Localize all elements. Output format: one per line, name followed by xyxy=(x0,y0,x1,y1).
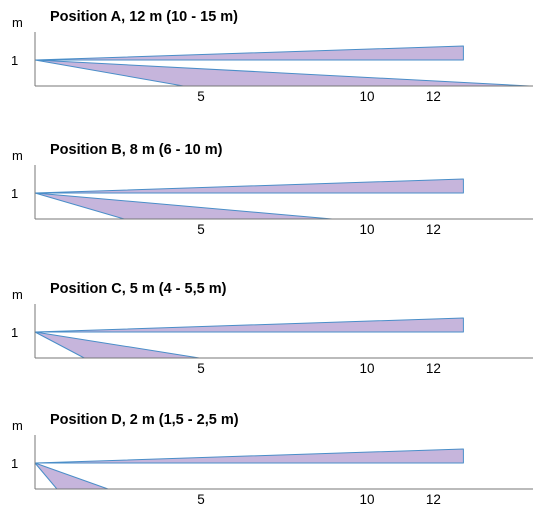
lower-detection-beam xyxy=(34,331,200,359)
lower-detection-beam xyxy=(34,462,109,490)
panel-c: m Position C, 5 m (4 - 5,5 m) 1 5 10 12 xyxy=(11,281,533,376)
x-tick-label: 10 xyxy=(359,89,374,104)
panel-title: Position B, 8 m (6 - 10 m) xyxy=(50,142,223,158)
x-tick-label: 10 xyxy=(359,361,374,376)
upper-detection-beam xyxy=(34,317,464,333)
y-axis-unit-label: m xyxy=(12,287,23,302)
x-tick-label: 12 xyxy=(426,89,441,104)
y-tick-label: 1 xyxy=(11,325,18,340)
x-tick-label: 12 xyxy=(426,492,441,507)
panel-b: m Position B, 8 m (6 - 10 m) 1 5 10 12 xyxy=(11,142,533,237)
y-axis-unit-label: m xyxy=(12,148,23,163)
upper-detection-beam xyxy=(34,178,464,194)
x-tick-label: 10 xyxy=(359,222,374,237)
y-tick-label: 1 xyxy=(11,186,18,201)
x-tick-label: 10 xyxy=(359,492,374,507)
panel-d: m Position D, 2 m (1,5 - 2,5 m) 1 5 10 12 xyxy=(11,412,533,507)
x-tick-label: 12 xyxy=(426,222,441,237)
upper-detection-beam xyxy=(34,448,464,464)
panel-title: Position D, 2 m (1,5 - 2,5 m) xyxy=(50,412,239,428)
x-tick-label: 12 xyxy=(426,361,441,376)
y-tick-label: 1 xyxy=(11,53,18,68)
y-axis-unit-label: m xyxy=(12,15,23,30)
panel-a: m Position A, 12 m (10 - 15 m) 1 5 10 12 xyxy=(11,9,533,104)
panel-title: Position C, 5 m (4 - 5,5 m) xyxy=(50,281,227,297)
x-tick-label: 5 xyxy=(197,361,205,376)
lower-detection-beam xyxy=(34,192,333,220)
y-tick-label: 1 xyxy=(11,456,18,471)
y-axis-unit-label: m xyxy=(12,418,23,433)
lower-detection-beam xyxy=(34,59,531,87)
x-tick-label: 5 xyxy=(197,492,205,507)
x-tick-label: 5 xyxy=(197,89,205,104)
upper-detection-beam xyxy=(34,45,464,61)
panel-title: Position A, 12 m (10 - 15 m) xyxy=(50,9,238,25)
x-tick-label: 5 xyxy=(197,222,205,237)
